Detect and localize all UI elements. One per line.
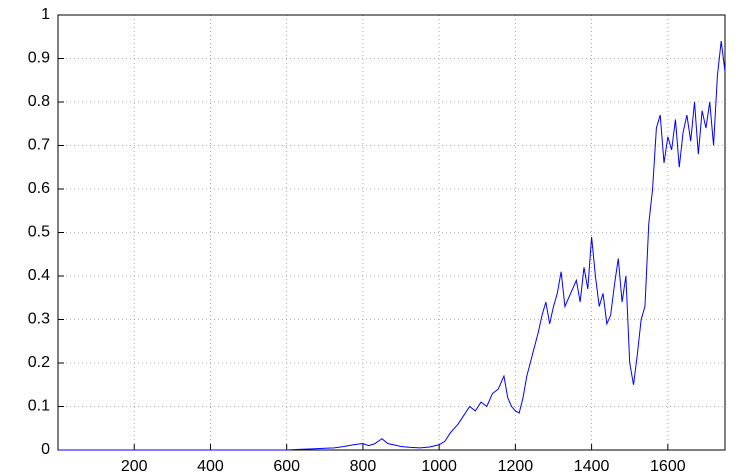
y-tick-label: 0.5 <box>28 224 50 241</box>
x-tick-label: 1400 <box>574 458 610 475</box>
x-tick-label: 600 <box>273 458 300 475</box>
y-tick-label: 0.4 <box>28 267 50 284</box>
y-tick-label: 0.2 <box>28 354 50 371</box>
x-tick-label: 1000 <box>421 458 457 475</box>
x-tick-label: 400 <box>197 458 224 475</box>
x-tick-label: 1200 <box>498 458 534 475</box>
x-tick-label: 200 <box>121 458 148 475</box>
y-tick-label: 0.8 <box>28 93 50 110</box>
y-tick-label: 0 <box>41 441 50 458</box>
y-tick-label: 0.1 <box>28 398 50 415</box>
data-line <box>58 41 726 451</box>
y-tick-label: 0.9 <box>28 50 50 67</box>
plot-frame <box>57 14 726 451</box>
y-tick-label: 0.6 <box>28 180 50 197</box>
x-tick-label: 1600 <box>650 458 686 475</box>
x-tick-label: 800 <box>350 458 377 475</box>
y-tick-label: 0.3 <box>28 311 50 328</box>
y-tick-label: 1 <box>41 6 50 23</box>
y-tick-label: 0.7 <box>28 137 50 154</box>
